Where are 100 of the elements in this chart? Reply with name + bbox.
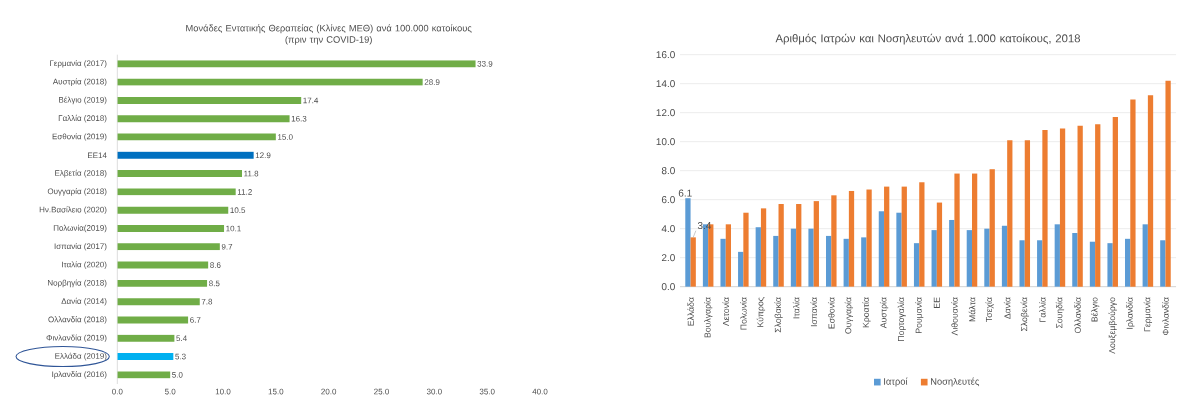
x-tick-label: 0.0 — [112, 388, 123, 395]
bar — [966, 230, 972, 287]
chart-title: Αριθμός Ιατρών και Νοσηλευτών ανά 1.000 κατοίκους, 2018 — [775, 33, 1081, 45]
bar — [117, 188, 236, 196]
bar — [743, 212, 749, 287]
x-tick-label: Σλοβενία — [1020, 297, 1029, 332]
x-tick-label: Σλοβακία — [774, 297, 783, 333]
bar — [984, 228, 990, 287]
bar — [720, 238, 726, 287]
bar — [1095, 124, 1101, 287]
x-tick-label: 10.0 — [215, 388, 231, 395]
bar — [1042, 130, 1048, 287]
bar — [685, 198, 691, 287]
bar — [1054, 224, 1060, 287]
x-tick-label: Κύπρος — [756, 297, 766, 327]
x-tick-label: 20.0 — [321, 388, 337, 395]
bar — [1165, 80, 1171, 287]
x-tick-label: Φινλανδία — [1162, 297, 1169, 336]
y-tick-label: 4.0 — [661, 225, 675, 233]
bar — [690, 237, 696, 287]
bar — [931, 230, 937, 287]
x-tick-label: Ουγγαρία — [844, 297, 854, 334]
y-tick-label: Ιρλανδία (2016) — [52, 371, 107, 379]
y-tick-label: Βέλγιο (2019) — [59, 96, 107, 105]
y-tick-label: Πολωνία(2019) — [53, 224, 107, 233]
bar — [1147, 95, 1154, 287]
bar — [117, 371, 171, 379]
data-label: 8.6 — [210, 262, 221, 268]
y-tick-label: Ουγγαρία (2018) — [47, 188, 107, 196]
bar — [773, 235, 779, 287]
bar — [1001, 225, 1008, 287]
bar — [1130, 99, 1136, 287]
bar — [954, 173, 960, 287]
bar — [117, 316, 189, 324]
bar — [117, 151, 254, 159]
bar — [725, 224, 732, 287]
bar — [1160, 240, 1166, 287]
data-label: 10.5 — [230, 207, 246, 214]
data-label: 33.9 — [477, 60, 493, 67]
bar — [919, 182, 925, 287]
y-tick-label: Νορβηγία (2018) — [48, 279, 107, 288]
legend-label: Νοσηλευτές — [931, 377, 980, 387]
y-tick-label: Δανία (2014) — [61, 297, 107, 306]
legend-label: Ιατροί — [884, 377, 908, 387]
bar — [896, 212, 902, 287]
bar — [831, 195, 837, 287]
bar — [1125, 238, 1131, 287]
x-tick-label: Πορτογαλία — [897, 297, 906, 341]
bar — [778, 204, 784, 287]
bar — [117, 243, 220, 251]
bar — [117, 334, 175, 342]
bar — [738, 251, 744, 287]
data-label: 9.7 — [221, 243, 233, 250]
y-tick-label: Ελλάδα (2019) — [55, 352, 107, 361]
bar — [848, 190, 855, 287]
y-tick-label: Αυστρία (2018) — [52, 78, 107, 86]
data-label: 12.9 — [255, 152, 271, 159]
bar — [117, 353, 174, 361]
bar — [117, 261, 209, 269]
x-tick-label: Λετονία — [722, 297, 730, 327]
x-tick-label: 5.0 — [164, 388, 176, 395]
data-label: 5.3 — [175, 353, 186, 360]
bar — [866, 189, 872, 287]
bar — [1059, 128, 1066, 287]
data-label: 8.5 — [209, 280, 220, 287]
data-label: 11.8 — [244, 170, 259, 177]
bar — [1107, 243, 1113, 287]
y-tick-label: 6.0 — [661, 196, 675, 204]
bar — [884, 186, 890, 287]
x-tick-label: 30.0 — [426, 388, 442, 395]
y-tick-label: 14.0 — [656, 80, 675, 88]
x-tick-label: Γαλλία — [1039, 297, 1046, 322]
x-tick-label: Ολλανδία — [1074, 297, 1081, 334]
y-tick-label: Ιταλία (2020) — [62, 261, 107, 269]
bar — [117, 298, 200, 306]
x-tick-label: Πολωνία — [740, 297, 747, 330]
bar — [1072, 233, 1078, 287]
x-tick-label: Ελλάδα — [687, 297, 694, 326]
bar — [117, 206, 229, 214]
bar — [117, 225, 225, 232]
x-tick-label: Ρουμανία — [915, 297, 924, 333]
bar — [826, 235, 832, 287]
bar — [117, 96, 302, 104]
bar — [796, 204, 802, 287]
data-label: 28.9 — [424, 79, 440, 85]
x-tick-label: Ιρλανδία — [1126, 297, 1135, 329]
bar — [755, 227, 761, 287]
y-tick-label: Ελβετία (2018) — [55, 169, 107, 178]
bar — [117, 170, 243, 178]
bar — [1037, 240, 1043, 287]
y-tick-label: Εσθονία (2019) — [52, 133, 107, 141]
x-tick-label: Ιταλία — [792, 297, 800, 319]
data-label: 7.8 — [201, 298, 213, 305]
data-label: 5.0 — [172, 372, 183, 378]
bar — [790, 228, 797, 287]
bar — [1007, 140, 1013, 287]
data-label: 16.3 — [291, 115, 307, 122]
x-tick-label: ΕΕ — [933, 297, 940, 308]
data-label: 3.4 — [697, 222, 712, 230]
x-tick-label: 40.0 — [532, 388, 548, 395]
